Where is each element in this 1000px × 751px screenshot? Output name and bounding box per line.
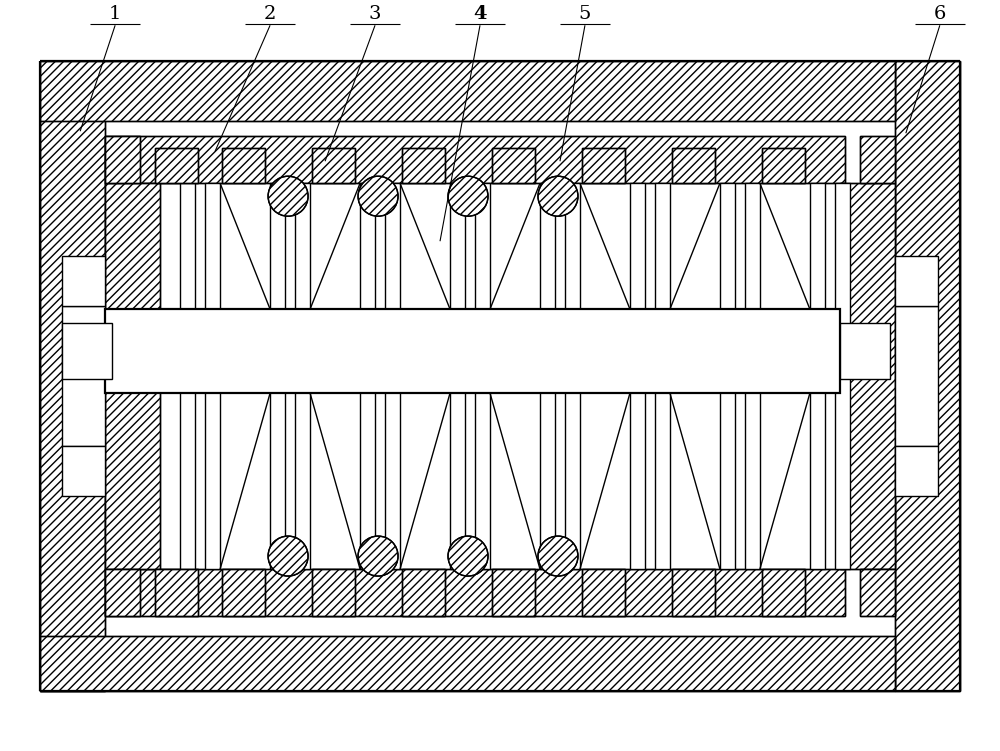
- Bar: [40, 62, 105, 691]
- Bar: [62, 446, 105, 496]
- Bar: [895, 62, 960, 691]
- Bar: [105, 183, 160, 569]
- Bar: [105, 183, 160, 569]
- Bar: [720, 183, 735, 569]
- Bar: [860, 136, 895, 183]
- Circle shape: [358, 176, 398, 216]
- Bar: [105, 136, 140, 183]
- Bar: [312, 148, 355, 183]
- Bar: [312, 569, 355, 616]
- Circle shape: [448, 176, 488, 216]
- Text: 4: 4: [473, 5, 487, 23]
- Bar: [762, 569, 805, 616]
- Bar: [40, 62, 895, 121]
- Bar: [105, 136, 140, 183]
- Bar: [895, 446, 938, 496]
- Bar: [155, 569, 198, 616]
- Bar: [840, 323, 890, 379]
- Bar: [155, 148, 198, 183]
- Bar: [385, 183, 400, 569]
- Bar: [492, 148, 535, 183]
- Bar: [672, 148, 715, 183]
- Bar: [565, 183, 580, 569]
- Bar: [672, 148, 715, 183]
- Bar: [155, 148, 198, 183]
- Bar: [105, 136, 845, 183]
- Bar: [860, 569, 895, 616]
- Bar: [105, 569, 140, 616]
- Bar: [450, 183, 465, 569]
- Bar: [62, 256, 105, 306]
- Circle shape: [448, 536, 488, 576]
- Text: 2: 2: [264, 5, 276, 23]
- Text: 6: 6: [934, 5, 946, 23]
- Circle shape: [538, 176, 578, 216]
- Bar: [222, 148, 265, 183]
- Bar: [222, 148, 265, 183]
- Bar: [672, 569, 715, 616]
- Bar: [222, 569, 265, 616]
- Bar: [655, 183, 670, 569]
- Bar: [312, 148, 355, 183]
- Bar: [582, 569, 625, 616]
- Bar: [40, 636, 895, 691]
- Bar: [895, 62, 960, 691]
- Bar: [270, 183, 285, 569]
- Bar: [360, 183, 375, 569]
- Bar: [762, 148, 805, 183]
- Bar: [40, 636, 895, 691]
- Bar: [540, 183, 555, 569]
- Bar: [295, 183, 310, 569]
- Bar: [492, 569, 535, 616]
- Bar: [492, 569, 535, 616]
- Bar: [62, 323, 112, 379]
- Bar: [475, 183, 490, 569]
- Circle shape: [358, 536, 398, 576]
- Circle shape: [538, 536, 578, 576]
- Bar: [105, 309, 840, 393]
- Bar: [895, 306, 938, 446]
- Bar: [895, 256, 938, 306]
- Bar: [810, 183, 825, 569]
- Bar: [205, 183, 220, 569]
- Bar: [762, 569, 805, 616]
- Bar: [402, 569, 445, 616]
- Bar: [402, 148, 445, 183]
- Bar: [105, 569, 140, 616]
- Circle shape: [268, 176, 308, 216]
- Text: 3: 3: [369, 5, 381, 23]
- Bar: [860, 569, 895, 616]
- Circle shape: [268, 536, 308, 576]
- Bar: [840, 183, 895, 569]
- Bar: [582, 148, 625, 183]
- Text: 1: 1: [109, 5, 121, 23]
- Bar: [105, 569, 845, 616]
- Bar: [840, 183, 895, 569]
- Bar: [402, 569, 445, 616]
- Bar: [180, 183, 195, 569]
- Bar: [62, 306, 105, 446]
- Bar: [860, 136, 895, 183]
- Bar: [312, 569, 355, 616]
- Bar: [762, 148, 805, 183]
- Bar: [492, 148, 535, 183]
- Bar: [582, 148, 625, 183]
- Bar: [582, 569, 625, 616]
- Bar: [105, 569, 845, 616]
- Text: 5: 5: [579, 5, 591, 23]
- Bar: [745, 183, 760, 569]
- Bar: [835, 183, 850, 569]
- Bar: [155, 569, 198, 616]
- Bar: [105, 136, 845, 183]
- Bar: [222, 569, 265, 616]
- Bar: [672, 569, 715, 616]
- Bar: [402, 148, 445, 183]
- Bar: [630, 183, 645, 569]
- Bar: [40, 62, 895, 121]
- Bar: [40, 62, 105, 691]
